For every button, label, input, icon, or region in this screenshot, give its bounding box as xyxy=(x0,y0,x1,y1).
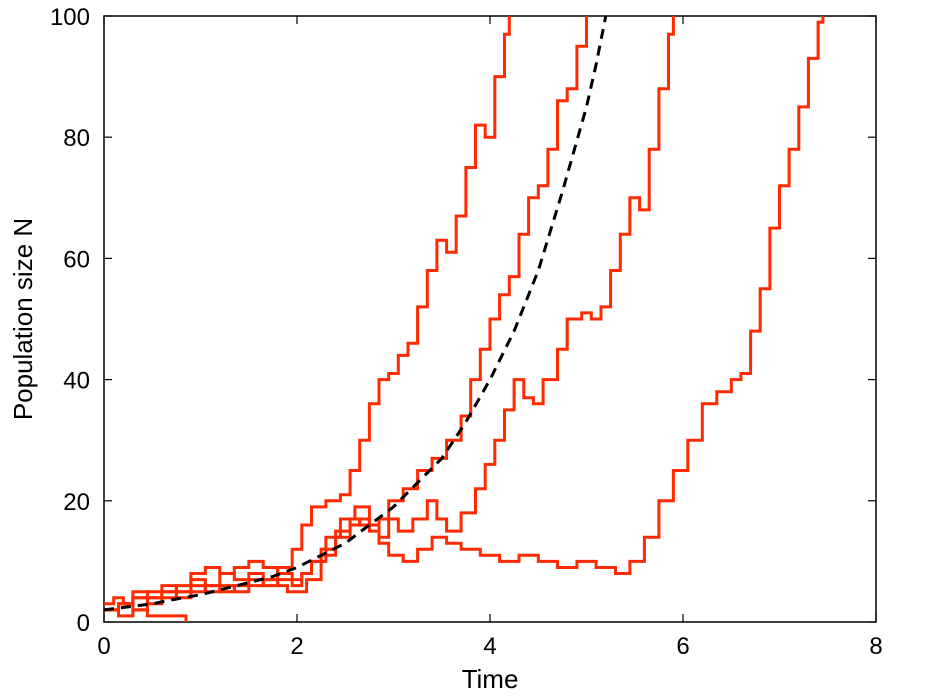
x-tick-label-0: 0 xyxy=(97,633,110,660)
x-tick-label-8: 8 xyxy=(869,633,882,660)
x-tick-label-6: 6 xyxy=(676,633,689,660)
y-tick-label-60: 60 xyxy=(63,246,90,273)
y-tick-label-0: 0 xyxy=(77,610,90,637)
y-tick-label-40: 40 xyxy=(63,368,90,395)
series-layer xyxy=(104,16,825,622)
stochastic-path-3 xyxy=(104,16,675,612)
stochastic-path-4 xyxy=(104,16,825,612)
y-tick-label-80: 80 xyxy=(63,125,90,152)
y-tick-label-100: 100 xyxy=(50,4,90,31)
y-axis-label: Population size N xyxy=(8,218,38,420)
x-axis-label: Time xyxy=(462,664,519,694)
y-tick-label-20: 20 xyxy=(63,489,90,516)
deterministic-curve xyxy=(104,16,608,612)
x-tick-label-2: 2 xyxy=(290,633,303,660)
x-tick-label-4: 4 xyxy=(483,633,496,660)
stochastic-path-5 xyxy=(104,608,188,622)
